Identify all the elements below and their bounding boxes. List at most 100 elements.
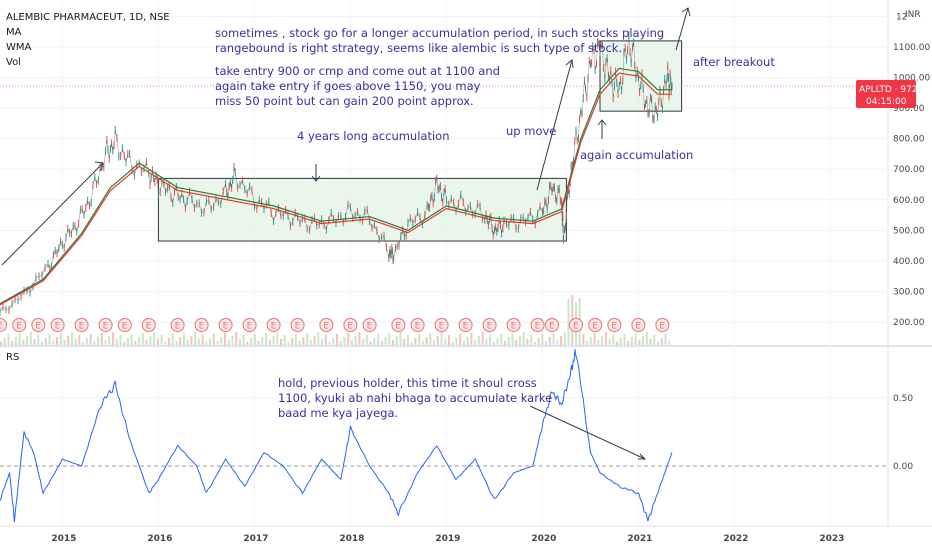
accumulation-zone[interactable]: [157, 177, 567, 242]
legend-rs[interactable]: RS: [6, 352, 19, 363]
earnings-marker[interactable]: [266, 318, 281, 332]
note-accumulation-4y[interactable]: 4 years long accumulation: [297, 129, 450, 143]
earnings-marker[interactable]: [530, 318, 545, 332]
note-rs-line-2[interactable]: 1100, kyuki ab nahi bhaga to accumulate …: [278, 391, 552, 405]
earnings-marker[interactable]: [290, 318, 305, 332]
earnings-marker[interactable]: [631, 318, 646, 332]
price-tick-label: 700.00: [893, 165, 925, 175]
arrow-up-move[interactable]: [536, 59, 573, 191]
volume-bar: [306, 333, 309, 345]
earnings-marker[interactable]: [170, 318, 185, 332]
note-rs-line-1[interactable]: hold, previous holder, this time it shou…: [278, 376, 537, 390]
earnings-marker[interactable]: [141, 318, 156, 332]
earnings-marker[interactable]: [607, 318, 622, 332]
earnings-marker[interactable]: [31, 318, 46, 332]
volume-bar: [552, 333, 555, 345]
note-rs-line-3[interactable]: baad me kya jayega.: [278, 406, 398, 420]
volume-bar: [507, 337, 510, 345]
note-intro-line-2[interactable]: rangebound is right strategy, seems like…: [215, 41, 622, 55]
volume-bar: [567, 299, 570, 345]
price-tag[interactable]: APLLTD · 972.50 04:15:00: [856, 80, 932, 108]
volume-bar: [515, 340, 518, 345]
note-again-accumulation[interactable]: again accumulation: [580, 148, 693, 162]
note-intro-line-1[interactable]: sometimes , stock go for a longer accumu…: [215, 26, 664, 40]
note-entry-line-1[interactable]: take entry 900 or cmp and come out at 11…: [215, 64, 500, 78]
volume-bar: [41, 342, 44, 345]
currency-label: INR: [905, 10, 921, 20]
note-up-move[interactable]: up move: [506, 124, 556, 138]
volume-bar: [377, 334, 380, 345]
earnings-marker[interactable]: [98, 318, 113, 332]
note-entry-line-3[interactable]: miss 50 point but can gain 200 point app…: [215, 94, 474, 108]
legend-wma[interactable]: WMA: [6, 42, 32, 53]
volume-bar: [339, 341, 342, 345]
earnings-marker-label: E: [635, 322, 641, 332]
x-tick-label: 2021: [627, 534, 652, 544]
price-tick-label: 500.00: [893, 226, 925, 236]
earnings-marker[interactable]: [506, 318, 521, 332]
earnings-marker[interactable]: [0, 318, 7, 332]
rs-trendline[interactable]: [529, 405, 646, 460]
volume-bar: [231, 336, 234, 345]
arrow-rally-2014[interactable]: [1, 162, 104, 266]
volume-bar: [126, 338, 129, 345]
volume-bar: [85, 338, 88, 345]
earnings-marker[interactable]: [655, 318, 670, 332]
volume-bar: [593, 333, 596, 345]
earnings-marker[interactable]: [50, 318, 65, 332]
volume-bar: [496, 338, 499, 345]
legend-vol[interactable]: Vol: [6, 57, 21, 68]
earnings-marker[interactable]: [343, 318, 358, 332]
earnings-marker[interactable]: [588, 318, 603, 332]
volume-bar: [294, 334, 297, 345]
arrow-breakout[interactable]: [675, 7, 689, 51]
volume-bar: [645, 332, 648, 345]
volume-bar: [399, 332, 402, 345]
note-after-breakout[interactable]: after breakout: [693, 55, 775, 69]
volume-bar: [522, 332, 525, 345]
note-entry-line-2[interactable]: again take entry if goes above 1150, you…: [215, 79, 481, 93]
earnings-marker[interactable]: [218, 318, 233, 332]
earnings-marker[interactable]: [362, 318, 377, 332]
legend-ma[interactable]: MA: [6, 27, 22, 38]
volume-bar: [7, 334, 10, 345]
wma-line: [0, 72, 672, 306]
earnings-marker[interactable]: [319, 318, 334, 332]
earnings-marker-label: E: [122, 322, 128, 332]
earnings-marker-label: E: [367, 322, 373, 332]
earnings-marker-label: E: [223, 322, 229, 332]
volume-bar: [220, 337, 223, 345]
earnings-marker[interactable]: [434, 318, 449, 332]
volume-bar: [33, 339, 36, 345]
drawing-arrows[interactable]: [1, 7, 691, 266]
volume-bar: [660, 338, 663, 345]
x-tick-label: 2018: [339, 534, 364, 544]
earnings-marker[interactable]: [391, 318, 406, 332]
earnings-marker-label: E: [175, 322, 181, 332]
volume-bar: [227, 340, 230, 345]
earnings-marker[interactable]: [458, 318, 473, 332]
volume-bar: [14, 337, 17, 345]
earnings-marker[interactable]: [194, 318, 209, 332]
symbol-title[interactable]: ALEMBIC PHARMACEUT, 1D, NSE: [6, 12, 170, 23]
rs-pane[interactable]: [0, 348, 888, 526]
volume-bar: [545, 341, 548, 345]
earnings-marker[interactable]: [482, 318, 497, 332]
earnings-marker[interactable]: [545, 318, 559, 332]
volume-bar: [582, 334, 585, 345]
volume-bar: [3, 338, 6, 345]
volume-bar: [392, 340, 394, 345]
earnings-marker[interactable]: [74, 318, 89, 332]
volume-bar: [518, 336, 521, 345]
x-tick-label: 2020: [531, 534, 556, 544]
earnings-marker[interactable]: [569, 318, 583, 332]
earnings-marker[interactable]: [12, 318, 27, 332]
earnings-marker[interactable]: [117, 318, 132, 332]
volume-bar: [649, 339, 652, 345]
earnings-marker[interactable]: [242, 318, 257, 332]
earnings-marker[interactable]: [410, 318, 425, 332]
rs-tick-label: 0.50: [893, 394, 913, 404]
rs-layer: [0, 349, 673, 523]
volume-bar: [354, 336, 357, 345]
volume-bar: [365, 335, 368, 345]
